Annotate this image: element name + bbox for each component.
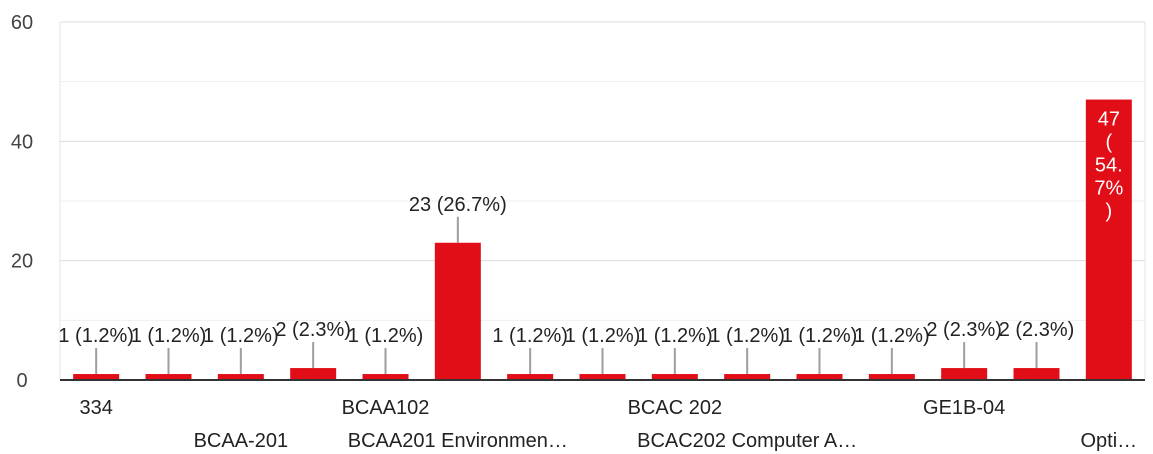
bar <box>145 374 192 380</box>
bar <box>507 374 554 380</box>
data-label: 1 (1.2%) <box>709 325 785 347</box>
bar <box>1085 99 1132 381</box>
gridlines <box>59 21 1146 380</box>
data-label: 1 (1.2%) <box>492 325 568 347</box>
data-label: 1 (1.2%) <box>637 325 713 347</box>
bar <box>941 368 988 380</box>
y-tick-label: 0 <box>16 370 27 392</box>
x-tick-label: Opti… <box>1080 430 1137 452</box>
bar <box>217 374 264 380</box>
x-tick-label: BCAC202 Computer A… <box>637 430 857 452</box>
data-label: 1 (1.2%) <box>131 325 207 347</box>
data-label: 2 (2.3%) <box>275 319 351 341</box>
bar <box>579 374 626 380</box>
data-label: 1 (1.2%) <box>203 325 279 347</box>
x-tick-label: 334 <box>79 397 112 419</box>
x-tick-label: BCAA-201 <box>194 430 289 452</box>
data-label: 1 (1.2%) <box>854 325 930 347</box>
bar <box>362 374 409 380</box>
x-tick-label: BCAC 202 <box>628 397 723 419</box>
y-axis-ticks: 0 20 40 60 <box>11 12 33 392</box>
bar <box>796 374 843 380</box>
data-label: 47(54. 7%) <box>1094 109 1123 223</box>
data-label: 1 (1.2%) <box>565 325 641 347</box>
x-tick-label: BCAA201 Environmen… <box>348 430 568 452</box>
y-tick-label: 20 <box>11 251 33 273</box>
data-label: 23 (26.7%) <box>409 194 507 216</box>
bar <box>290 368 337 380</box>
x-axis-ticks: 334 BCAA-201 BCAA102 BCAA201 Environmen… BCA… <box>79 397 1137 452</box>
y-tick-label: 40 <box>11 131 33 153</box>
data-label: 1 (1.2%) <box>782 325 858 347</box>
x-tick-label: GE1B-04 <box>923 397 1005 419</box>
bars <box>73 99 1132 381</box>
bar <box>651 374 698 380</box>
bar <box>1013 368 1060 380</box>
data-label: 1 (1.2%) <box>348 325 424 347</box>
bar <box>868 374 915 380</box>
data-label: 1 (1.2%) <box>58 325 134 347</box>
bar <box>434 242 481 380</box>
x-tick-label: BCAA102 <box>342 397 430 419</box>
y-tick-label: 60 <box>11 12 33 34</box>
data-label: 2 (2.3%) <box>999 319 1075 341</box>
bar <box>73 374 120 380</box>
data-label: 2 (2.3%) <box>926 319 1002 341</box>
data-labels: 1 (1.2%)1 (1.2%)1 (1.2%)2 (2.3%)1 (1.2%)… <box>58 109 1124 375</box>
bar <box>724 374 771 380</box>
